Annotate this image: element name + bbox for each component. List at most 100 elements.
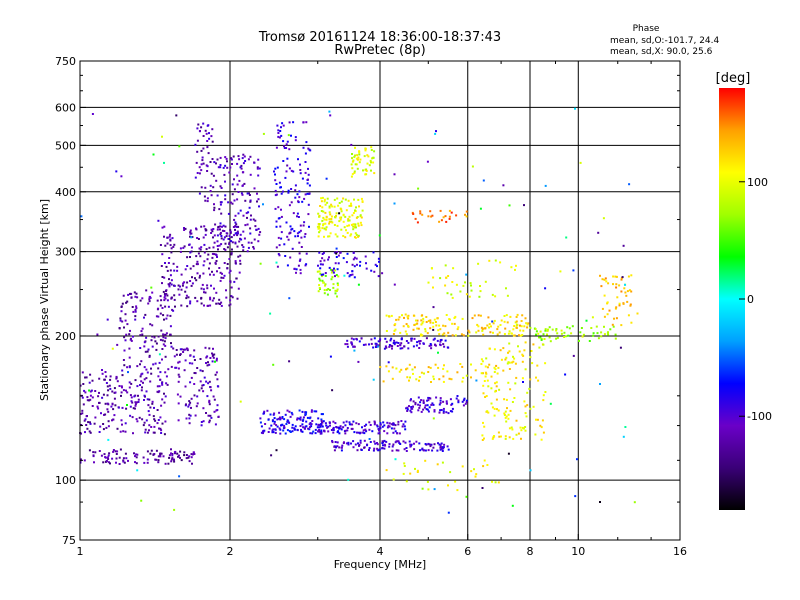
scatter-point [503,414,506,416]
scatter-point [153,336,156,339]
scatter-point [188,362,191,365]
scatter-point [526,404,529,407]
scatter-point [346,231,349,234]
scatter-point [292,170,295,173]
scatter-point [381,272,384,275]
scatter-point [140,360,143,363]
scatter-point [481,329,484,332]
y-tick-label: 600 [55,101,76,114]
scatter-point [123,364,126,367]
scatter-point [189,235,191,238]
scatter-point [189,401,192,404]
scatter-point [98,431,101,433]
scatter-point [359,432,361,435]
scatter-point [162,290,165,293]
scatter-point [144,428,147,431]
scatter-point [373,440,376,443]
scatter-point [564,373,567,376]
scatter-point [134,455,136,458]
scatter-point [482,421,484,424]
scatter-point [219,303,221,305]
scatter-point [203,243,206,246]
scatter-point [104,413,107,416]
scatter-point [236,174,239,177]
scatter-point [439,340,442,343]
scatter-point [189,229,192,232]
scatter-point [209,386,212,389]
scatter-point [274,428,277,431]
scatter-point [392,478,395,481]
scatter-point [196,272,199,275]
scatter-point [115,461,117,464]
scatter-point [299,258,302,261]
scatter-point [468,295,471,298]
scatter-point [504,416,507,419]
scatter-point [204,129,207,132]
scatter-point [322,251,325,254]
scatter-point [224,194,227,197]
scatter-point [197,238,200,240]
scatter-point [246,250,249,253]
scatter-point [515,433,518,436]
scatter-point [307,173,310,176]
scatter-point [491,320,494,323]
scatter-point [364,428,367,431]
scatter-point [326,293,329,296]
scatter-point [407,324,409,327]
scatter-point [514,268,516,271]
scatter-point [462,404,465,407]
scatter-point [376,345,379,348]
scatter-point [321,227,324,230]
scatter-point [465,215,468,218]
scatter-point [502,184,505,187]
scatter-point [163,296,166,299]
scatter-point [226,232,229,235]
scatter-point [291,430,294,433]
scatter-point [515,316,518,318]
scatter-point [202,407,205,410]
scatter-point [601,307,604,310]
scatter-point [318,426,321,429]
scatter-point [142,424,145,427]
scatter-point [427,410,430,413]
scatter-point [295,271,297,274]
scatter-point [260,425,263,428]
scatter-point [233,280,236,283]
scatter-point [378,431,381,434]
scatter-point [354,154,356,157]
scatter-point [444,339,447,342]
scatter-point [364,147,367,150]
scatter-point [177,402,180,405]
scatter-point [360,449,363,451]
scatter-point [351,427,354,430]
scatter-point [345,261,348,264]
scatter-point [350,223,353,226]
scatter-point [506,407,508,410]
scatter-point [195,405,198,408]
scatter-point [235,223,238,226]
scatter-point [334,289,337,292]
scatter-point [130,292,133,295]
scatter-point [203,291,205,294]
scatter-point [200,387,203,390]
scatter-point [457,401,460,404]
scatter-point [212,228,215,230]
scatter-point [145,336,148,339]
scatter-point [131,401,134,404]
scatter-point [514,382,517,385]
scatter-point [376,424,379,427]
scatter-point [459,290,462,293]
scatter-point [200,126,203,129]
scatter-point [348,215,351,218]
scatter-point [184,385,187,388]
scatter-point [257,240,260,243]
scatter-point [396,345,399,347]
scatter-point [336,224,339,227]
scatter-point [434,132,437,135]
scatter-point [213,206,216,209]
scatter-point [429,343,432,345]
scatter-point [360,337,363,340]
scatter-point [308,192,311,195]
scatter-point [318,429,321,431]
scatter-point [521,353,524,356]
